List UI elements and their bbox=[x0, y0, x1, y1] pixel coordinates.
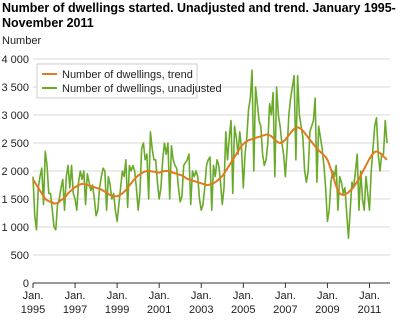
legend-box bbox=[36, 63, 198, 99]
y-tick-label: 0 bbox=[23, 278, 29, 290]
chart-title: Number of dwellings started. Unadjusted … bbox=[2, 1, 396, 15]
x-tick-label: Jan. 1995 bbox=[21, 290, 45, 316]
y-tick-label: 4 000 bbox=[1, 54, 29, 66]
y-tick-label: 2 500 bbox=[1, 138, 29, 150]
y-tick-label: 500 bbox=[11, 250, 29, 262]
x-tick-label: Jan. 2007 bbox=[273, 290, 297, 316]
chart-title: November 2011 bbox=[2, 16, 94, 30]
legend-label: Number of dwellings, unadjusted bbox=[62, 83, 222, 95]
legend-label: Number of dwellings, trend bbox=[62, 69, 193, 81]
y-tick-label: 1 500 bbox=[1, 194, 29, 206]
series-line bbox=[32, 126, 388, 205]
y-tick-label: 2 000 bbox=[1, 166, 29, 178]
x-tick-label: Jan. 1997 bbox=[63, 290, 87, 316]
y-tick-label: 3 500 bbox=[1, 82, 29, 94]
y-axis-label: Number bbox=[2, 35, 41, 47]
x-tick-label: Jan. 2001 bbox=[147, 290, 171, 316]
y-tick-label: 3 000 bbox=[1, 110, 29, 122]
x-tick-label: Jan. 2011 bbox=[358, 290, 382, 316]
x-tick-label: Jan. 2003 bbox=[189, 290, 213, 316]
y-tick-label: 1 000 bbox=[1, 222, 29, 234]
x-tick-label: Jan. 2005 bbox=[231, 290, 255, 316]
x-tick-label: Jan. 1999 bbox=[105, 290, 129, 316]
x-tick-label: Jan. 2009 bbox=[315, 290, 339, 316]
